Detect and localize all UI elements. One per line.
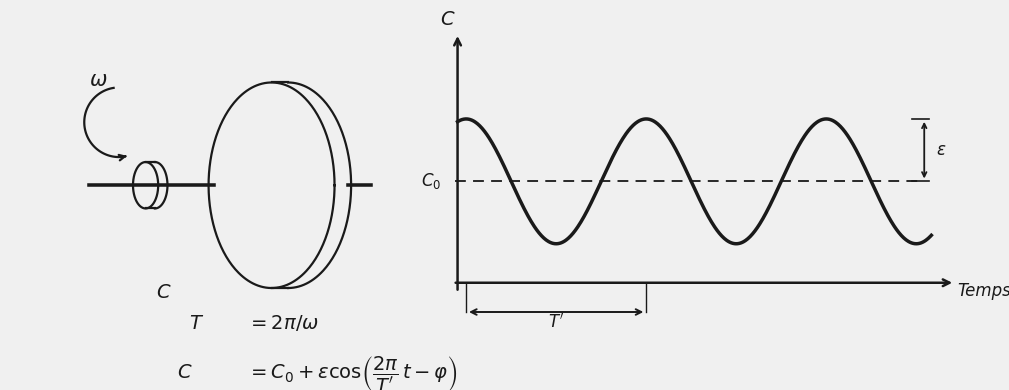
Text: $C_0$: $C_0$ [421, 171, 441, 191]
Text: $T$: $T$ [189, 314, 204, 333]
Text: $T'$: $T'$ [548, 313, 564, 332]
Text: Temps: Temps [958, 282, 1009, 300]
Text: $C$: $C$ [440, 10, 456, 29]
Text: $= 2\pi/\omega$: $= 2\pi/\omega$ [247, 313, 319, 333]
Text: $\omega$: $\omega$ [89, 70, 108, 90]
Text: $\varepsilon$: $\varepsilon$ [936, 141, 946, 159]
Text: $C$: $C$ [177, 363, 193, 382]
Text: $C$: $C$ [155, 283, 172, 302]
Text: $= C_0 + \varepsilon\cos\!\left(\dfrac{2\pi}{T'}\,t - \varphi\right)$: $= C_0 + \varepsilon\cos\!\left(\dfrac{2… [247, 354, 458, 390]
